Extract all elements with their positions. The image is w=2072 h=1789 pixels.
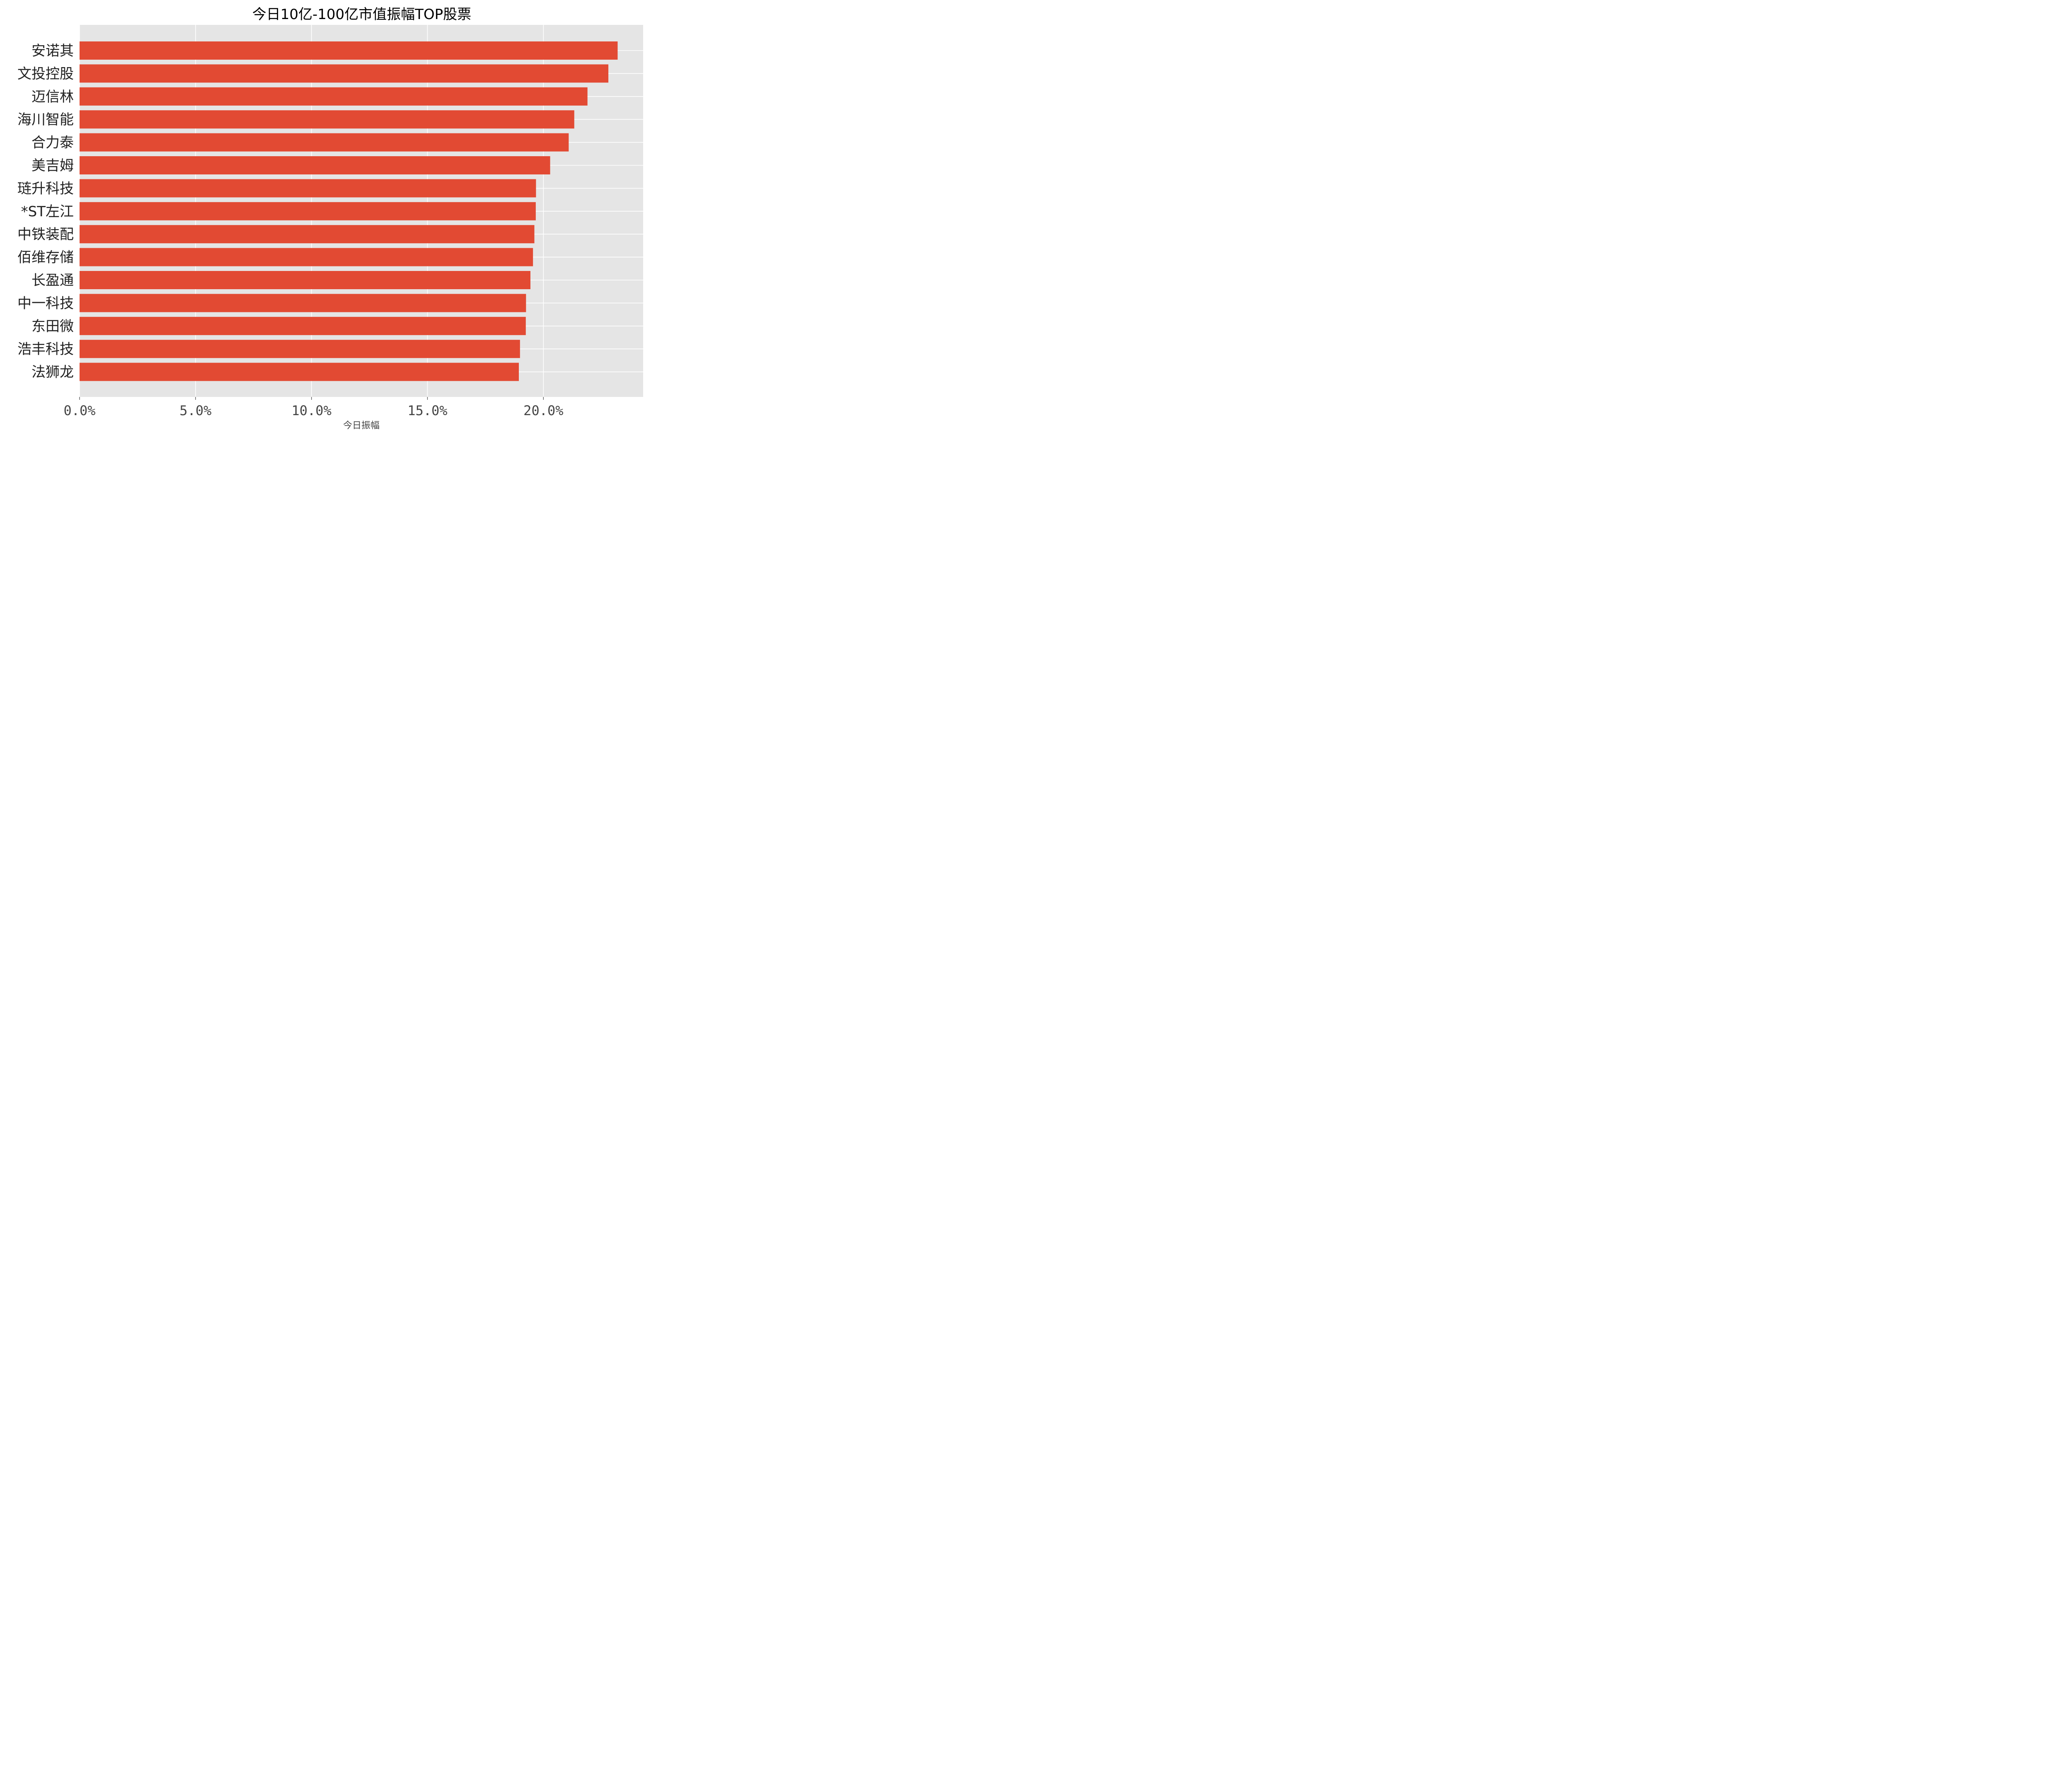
- bar: [80, 271, 530, 289]
- bar: [80, 87, 588, 106]
- bar: [80, 156, 550, 174]
- bar: [80, 294, 526, 312]
- y-tick-label: 海川智能: [17, 111, 74, 128]
- bar: [80, 179, 536, 198]
- chart-title: 今日10亿-100亿市值振幅TOP股票: [252, 6, 471, 23]
- x-tick-label: 5.0%: [179, 403, 211, 418]
- x-tick-label: 10.0%: [292, 403, 332, 418]
- x-axis-label: 今日振幅: [343, 421, 380, 431]
- x-tick-label: 15.0%: [407, 403, 447, 418]
- y-tick-label: 琏升科技: [17, 180, 74, 197]
- chart-container: 今日10亿-100亿市值振幅TOP股票 安诺其文投控股迈信林海川智能合力泰美吉姆…: [0, 0, 649, 436]
- y-tick-label: 浩丰科技: [17, 341, 74, 358]
- y-tick-label: 中一科技: [17, 295, 74, 312]
- bar: [80, 64, 609, 83]
- y-tick-label: 安诺其: [31, 43, 74, 59]
- y-tick-label: 文投控股: [17, 65, 74, 82]
- bar: [80, 340, 520, 358]
- bar: [80, 225, 535, 244]
- y-tick-label: 中铁装配: [17, 226, 74, 243]
- bar-chart: 今日10亿-100亿市值振幅TOP股票 安诺其文投控股迈信林海川智能合力泰美吉姆…: [17, 6, 643, 431]
- y-tick-label: 美吉姆: [31, 157, 74, 174]
- bar: [80, 317, 526, 335]
- x-tick-label: 20.0%: [523, 403, 563, 418]
- y-tick-label: 合力泰: [31, 135, 74, 151]
- y-tick-label: 法狮龙: [31, 364, 74, 381]
- y-tick-label: 长盈通: [31, 272, 74, 289]
- bar: [80, 202, 536, 220]
- bar: [80, 41, 618, 60]
- y-tick-label: *ST左江: [21, 203, 74, 220]
- y-tick-label: 东田微: [31, 318, 74, 335]
- bars: [80, 41, 618, 381]
- bar: [80, 363, 519, 381]
- bar: [80, 133, 569, 152]
- y-tick-label: 佰维存储: [17, 249, 74, 266]
- x-tick-label: 0.0%: [63, 403, 95, 418]
- bar: [80, 110, 574, 129]
- y-tick-label: 迈信林: [31, 89, 74, 105]
- x-axis-ticks: 0.0% 5.0% 10.0% 15.0% 20.0%: [63, 397, 564, 418]
- bar: [80, 248, 533, 266]
